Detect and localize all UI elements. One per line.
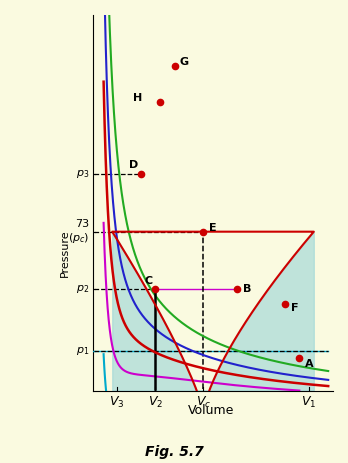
Text: $p_1$: $p_1$	[76, 345, 90, 357]
Text: $p_2$: $p_2$	[77, 283, 90, 295]
Text: D: D	[129, 160, 139, 170]
Text: Pressure: Pressure	[60, 230, 70, 277]
Text: H: H	[133, 93, 142, 103]
Text: $V_2$: $V_2$	[148, 395, 163, 410]
Text: $V_c$: $V_c$	[196, 395, 211, 410]
Text: Volume: Volume	[188, 404, 234, 417]
Text: B: B	[243, 284, 251, 294]
Text: A: A	[305, 359, 314, 369]
Text: 73
$(p_c)$: 73 $(p_c)$	[68, 219, 90, 244]
Text: F: F	[291, 302, 298, 313]
Text: E: E	[209, 223, 217, 233]
Text: Fig. 5.7: Fig. 5.7	[145, 445, 203, 459]
Text: G: G	[180, 57, 189, 67]
Text: $V_1$: $V_1$	[301, 395, 317, 410]
Text: $V_3$: $V_3$	[109, 395, 125, 410]
Text: $p_3$: $p_3$	[76, 168, 90, 180]
Text: C: C	[145, 276, 153, 286]
